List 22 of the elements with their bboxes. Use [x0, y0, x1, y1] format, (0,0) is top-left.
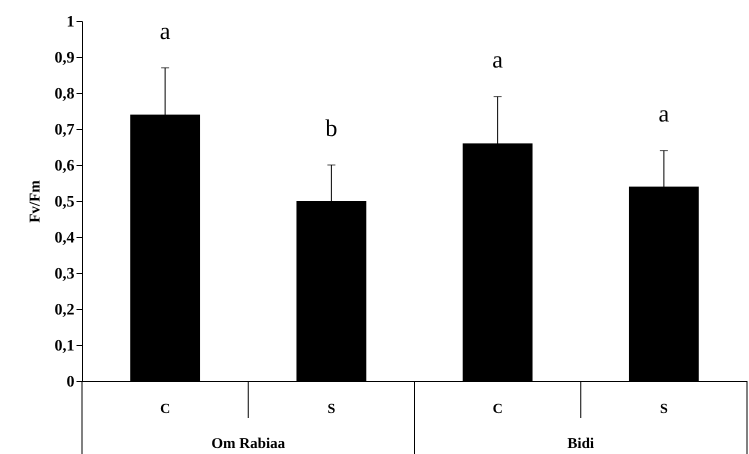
- x-tick-label: S: [660, 402, 668, 417]
- y-tick-label: 0,5: [54, 194, 74, 210]
- data-label: a: [160, 18, 171, 45]
- y-tick-label: 0,1: [54, 338, 74, 354]
- data-label: b: [325, 116, 338, 142]
- y-tick-label: 0,2: [54, 302, 74, 318]
- y-tick-label: 0,9: [54, 50, 74, 66]
- x-tick-label: C: [492, 402, 503, 417]
- data-label: a: [492, 48, 504, 74]
- data-label: a: [658, 102, 670, 128]
- x-tick-label: S: [327, 402, 336, 417]
- text: Bidi: [567, 436, 594, 452]
- y-tick-label: 1: [66, 14, 74, 30]
- y-tick-label: 0,6: [54, 158, 74, 174]
- y-tick-label: 0,7: [54, 122, 74, 138]
- y-tick-label: 0,4: [54, 230, 74, 246]
- text: Om Rabiaa: [211, 436, 286, 452]
- y-tick-label: 0: [66, 374, 74, 390]
- x-tick-label: C: [160, 402, 170, 417]
- y-tick-label: 0,8: [54, 86, 74, 102]
- y-tick-label: 0,3: [54, 266, 74, 282]
- y-axis-title: Fv/Fm: [28, 180, 44, 223]
